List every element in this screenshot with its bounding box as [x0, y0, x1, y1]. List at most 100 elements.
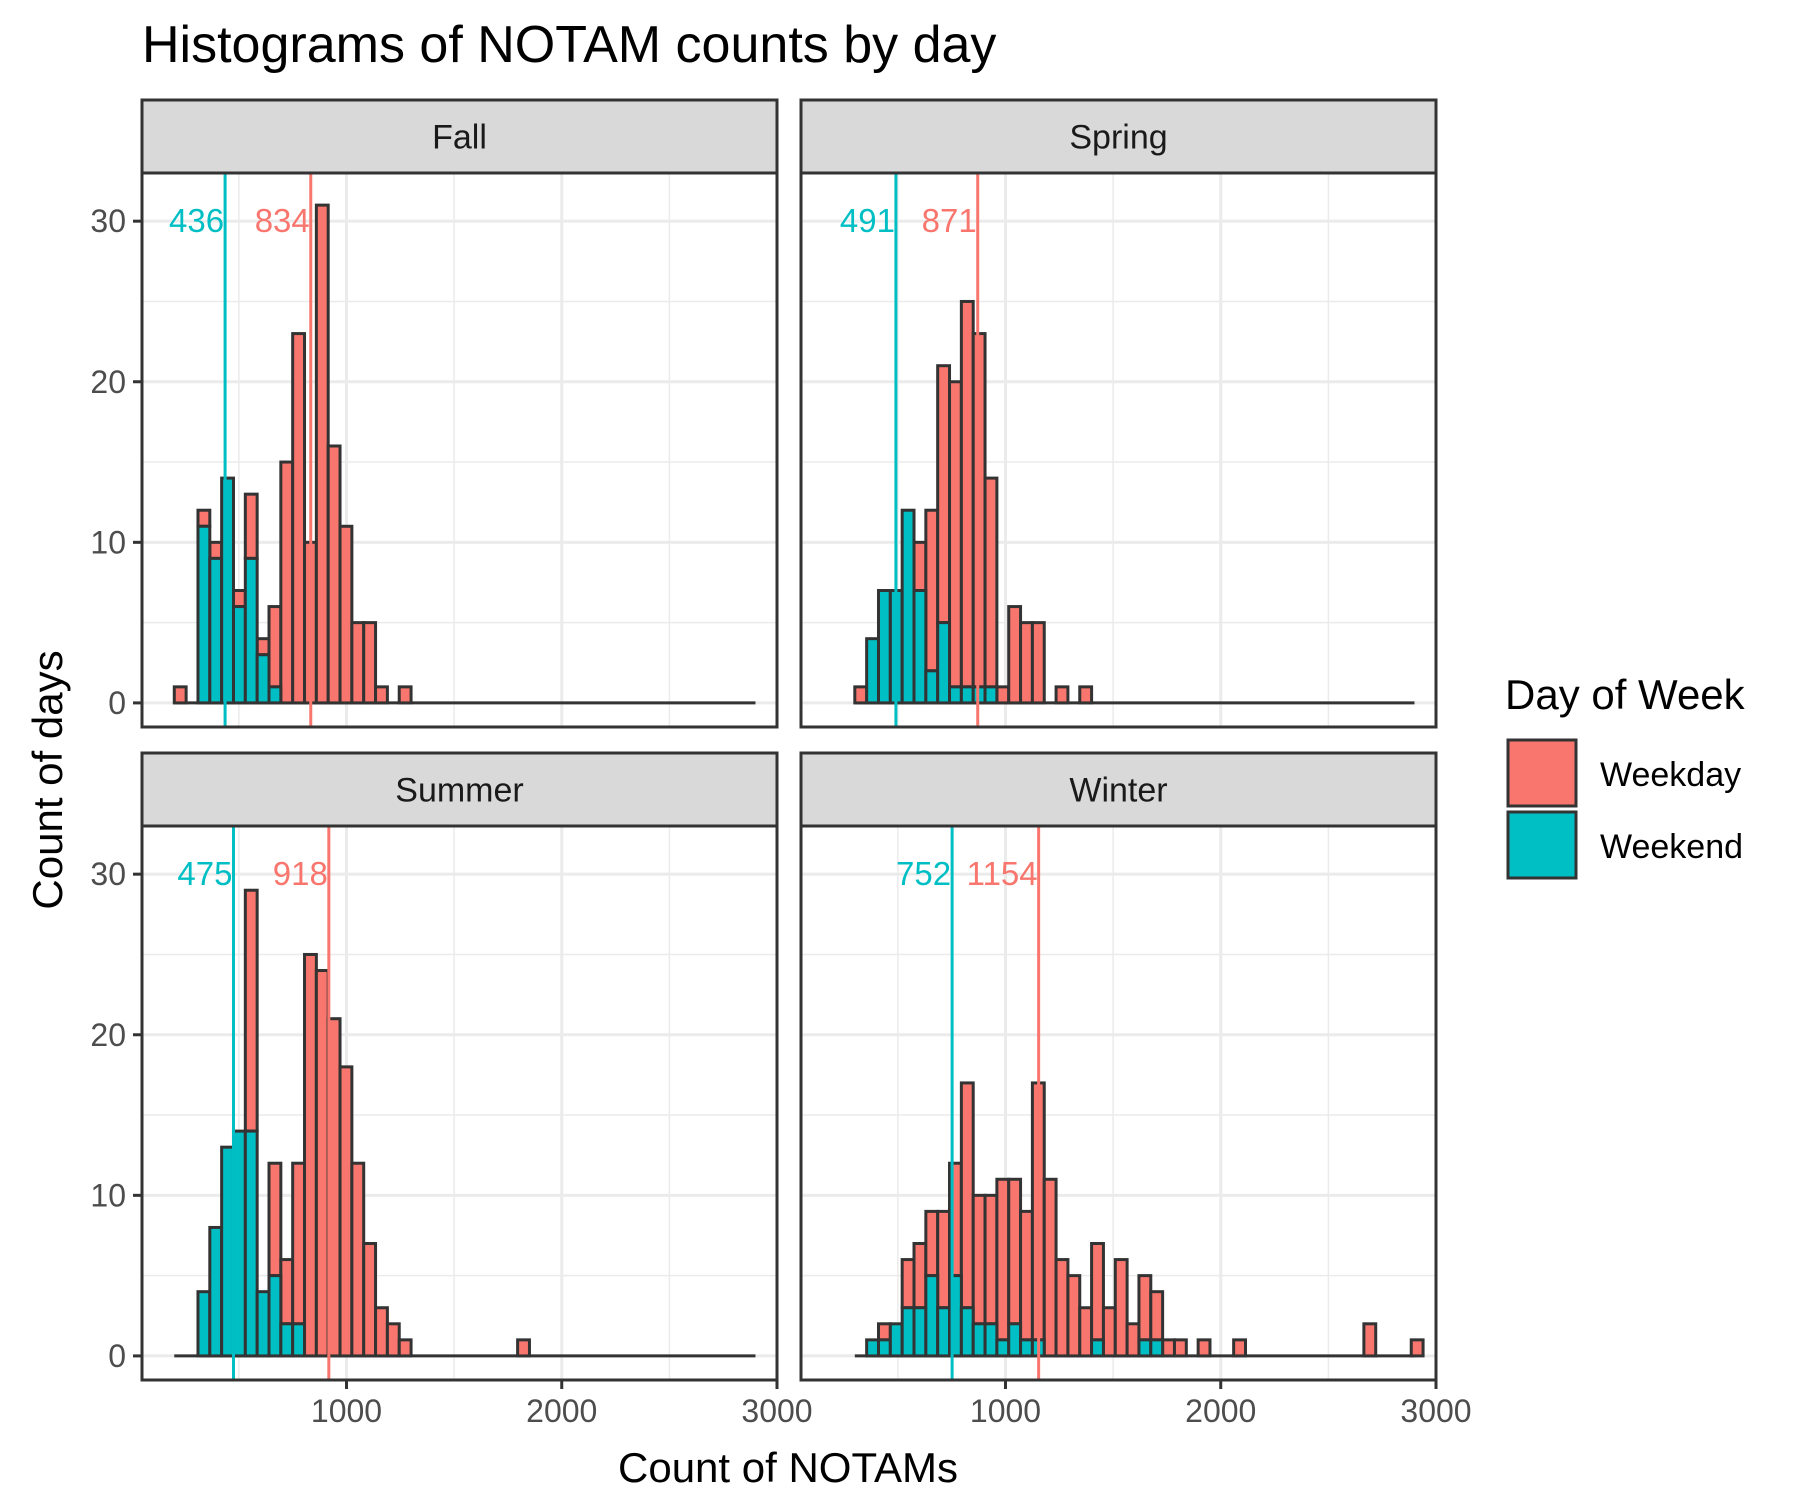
- histogram-bar-weekday: [374, 1306, 389, 1358]
- strip-label-spring: Spring: [1069, 119, 1167, 157]
- strip-fall: [140, 98, 779, 175]
- histogram-bar-weekend: [959, 685, 975, 705]
- histogram-bar-weekday: [1161, 1338, 1176, 1358]
- facet-panels: 436 834 Fall 0 10 20 30 491 871 Spring 475 918 Summe…: [90, 98, 1472, 1429]
- histogram-bar-weekday: [936, 364, 952, 625]
- strip-label-fall: Fall: [432, 119, 487, 157]
- mean-label-weekday: 918: [273, 855, 328, 892]
- mean-label-weekend: 436: [169, 202, 224, 239]
- histogram-bar-weekday: [267, 605, 283, 689]
- strip-label-winter: Winter: [1069, 772, 1167, 810]
- histogram-bar-weekday: [231, 589, 247, 609]
- histogram-bar-weekend: [208, 1225, 224, 1358]
- histogram-bar-weekend: [983, 685, 999, 705]
- histogram-bar-weekday: [1054, 1258, 1070, 1358]
- y-tick-label: 10: [90, 1177, 126, 1213]
- y-tick-label: 0: [108, 685, 126, 721]
- histogram-bar-weekday: [243, 888, 259, 1133]
- histogram-bar-weekday: [995, 685, 1011, 705]
- histogram-bar-weekend: [196, 1290, 212, 1358]
- histogram-bar-weekday: [1042, 1177, 1058, 1358]
- legend-key-weekday: [1506, 738, 1578, 808]
- mean-label-weekday: 834: [255, 202, 310, 239]
- histogram-bar-weekend: [243, 1129, 259, 1358]
- y-tick-label: 30: [90, 203, 126, 239]
- histogram-bar-weekend: [1019, 1338, 1034, 1358]
- histogram-bar-weekend: [267, 1274, 283, 1358]
- histogram-bar-weekend: [243, 556, 259, 705]
- histogram-bar-weekday: [350, 621, 366, 705]
- histogram-bar-weekday: [1030, 621, 1046, 705]
- y-tick-label: 0: [108, 1338, 126, 1374]
- histogram-bar-weekday: [900, 1258, 916, 1310]
- legend-key-weekend: [1506, 810, 1578, 880]
- histogram-bar-weekend: [255, 653, 271, 705]
- x-axis-title: Count of NOTAMs: [618, 1444, 958, 1491]
- histogram-bar-weekend: [255, 1290, 271, 1358]
- histogram-bar-weekend: [936, 621, 952, 705]
- histogram-bar-weekday: [948, 380, 963, 689]
- legend-title: Day of Week: [1505, 671, 1746, 718]
- histogram-bar-weekday: [1066, 1274, 1082, 1358]
- histogram-bar-weekday: [1019, 1209, 1034, 1342]
- y-tick-label: 20: [90, 364, 126, 400]
- histogram-bar-weekday: [959, 299, 975, 689]
- legend: Day of Week Weekday Weekend: [1505, 671, 1746, 880]
- mean-label-weekday: 1154: [967, 855, 1038, 892]
- histogram-bar-weekday: [196, 508, 212, 528]
- histogram-bar-weekday: [1362, 1322, 1378, 1358]
- x-tick-label: 2000: [1185, 1393, 1256, 1429]
- histogram-bar-weekday: [1125, 1322, 1141, 1358]
- histogram-bar-weekday: [995, 1177, 1011, 1342]
- histogram-bar-weekday: [303, 952, 318, 1358]
- panel-fall: 436 834 Fall 0 10 20 30: [90, 98, 779, 729]
- histogram-bar-weekday: [1007, 1177, 1023, 1326]
- histogram-bar-weekend: [865, 1338, 880, 1358]
- histogram-bar-weekday: [1078, 1306, 1094, 1358]
- histogram-bar-weekday: [362, 1242, 378, 1358]
- histogram-bar-weekday: [924, 508, 940, 673]
- histogram-bar-weekend: [208, 556, 224, 705]
- histogram-bar-weekday: [255, 637, 271, 657]
- histogram-bar-weekend: [959, 1306, 975, 1358]
- histogram-bar-weekend: [220, 1145, 235, 1358]
- histogram-bar-weekend: [900, 508, 916, 705]
- histogram-bar-weekday: [314, 969, 330, 1358]
- histogram-bar-weekday: [350, 1161, 366, 1358]
- histogram-bar-weekday: [243, 492, 259, 560]
- histogram-bar-weekday: [1019, 621, 1034, 705]
- histogram-bar-weekend: [267, 685, 283, 705]
- mean-label-weekday: 871: [922, 202, 977, 239]
- histogram-bar-weekend: [983, 1322, 999, 1358]
- histogram-bar-weekend: [1137, 1338, 1153, 1358]
- histogram-bar-weekend: [888, 1322, 904, 1358]
- histogram-bar-weekend: [1149, 1338, 1165, 1358]
- histogram-bar-weekday: [983, 476, 999, 689]
- histogram-bar-weekend: [279, 1322, 295, 1358]
- histogram-bar-weekend: [1007, 1322, 1023, 1358]
- panel-summer: 475 918 Summer 0 10 20 30 1000 2000 3000: [90, 751, 813, 1429]
- histogram-bar-weekday: [385, 1322, 401, 1358]
- histogram-bar-weekday: [876, 1322, 892, 1342]
- histogram-bar-weekend: [995, 1338, 1011, 1358]
- x-tick-label: 3000: [741, 1393, 812, 1429]
- mean-label-weekend: 475: [177, 855, 232, 892]
- histogram-bar-weekday: [326, 444, 342, 705]
- histogram-bar-weekday: [291, 1161, 307, 1326]
- histogram-bar-weekend: [231, 1129, 247, 1358]
- histogram-bar-weekday: [1196, 1338, 1212, 1358]
- histogram-bar-weekday: [971, 1193, 987, 1326]
- histogram-bar-weekday: [912, 1242, 928, 1310]
- histogram-bar-weekday: [924, 1209, 940, 1278]
- legend-label-weekend: Weekend: [1600, 828, 1743, 866]
- x-tick-label: 3000: [1400, 1393, 1471, 1429]
- histogram-bar-weekend: [231, 605, 247, 705]
- histogram-bar-weekend: [924, 1274, 940, 1358]
- x-tick-label: 2000: [526, 1393, 597, 1429]
- y-axis-title: Count of days: [24, 650, 71, 909]
- histogram-bar-weekend: [196, 524, 212, 705]
- histogram-bar-weekend: [865, 637, 880, 705]
- histogram-bar-weekday: [1101, 1306, 1117, 1358]
- x-tick-label: 1000: [311, 1393, 382, 1429]
- histogram-bar-weekday: [912, 540, 928, 593]
